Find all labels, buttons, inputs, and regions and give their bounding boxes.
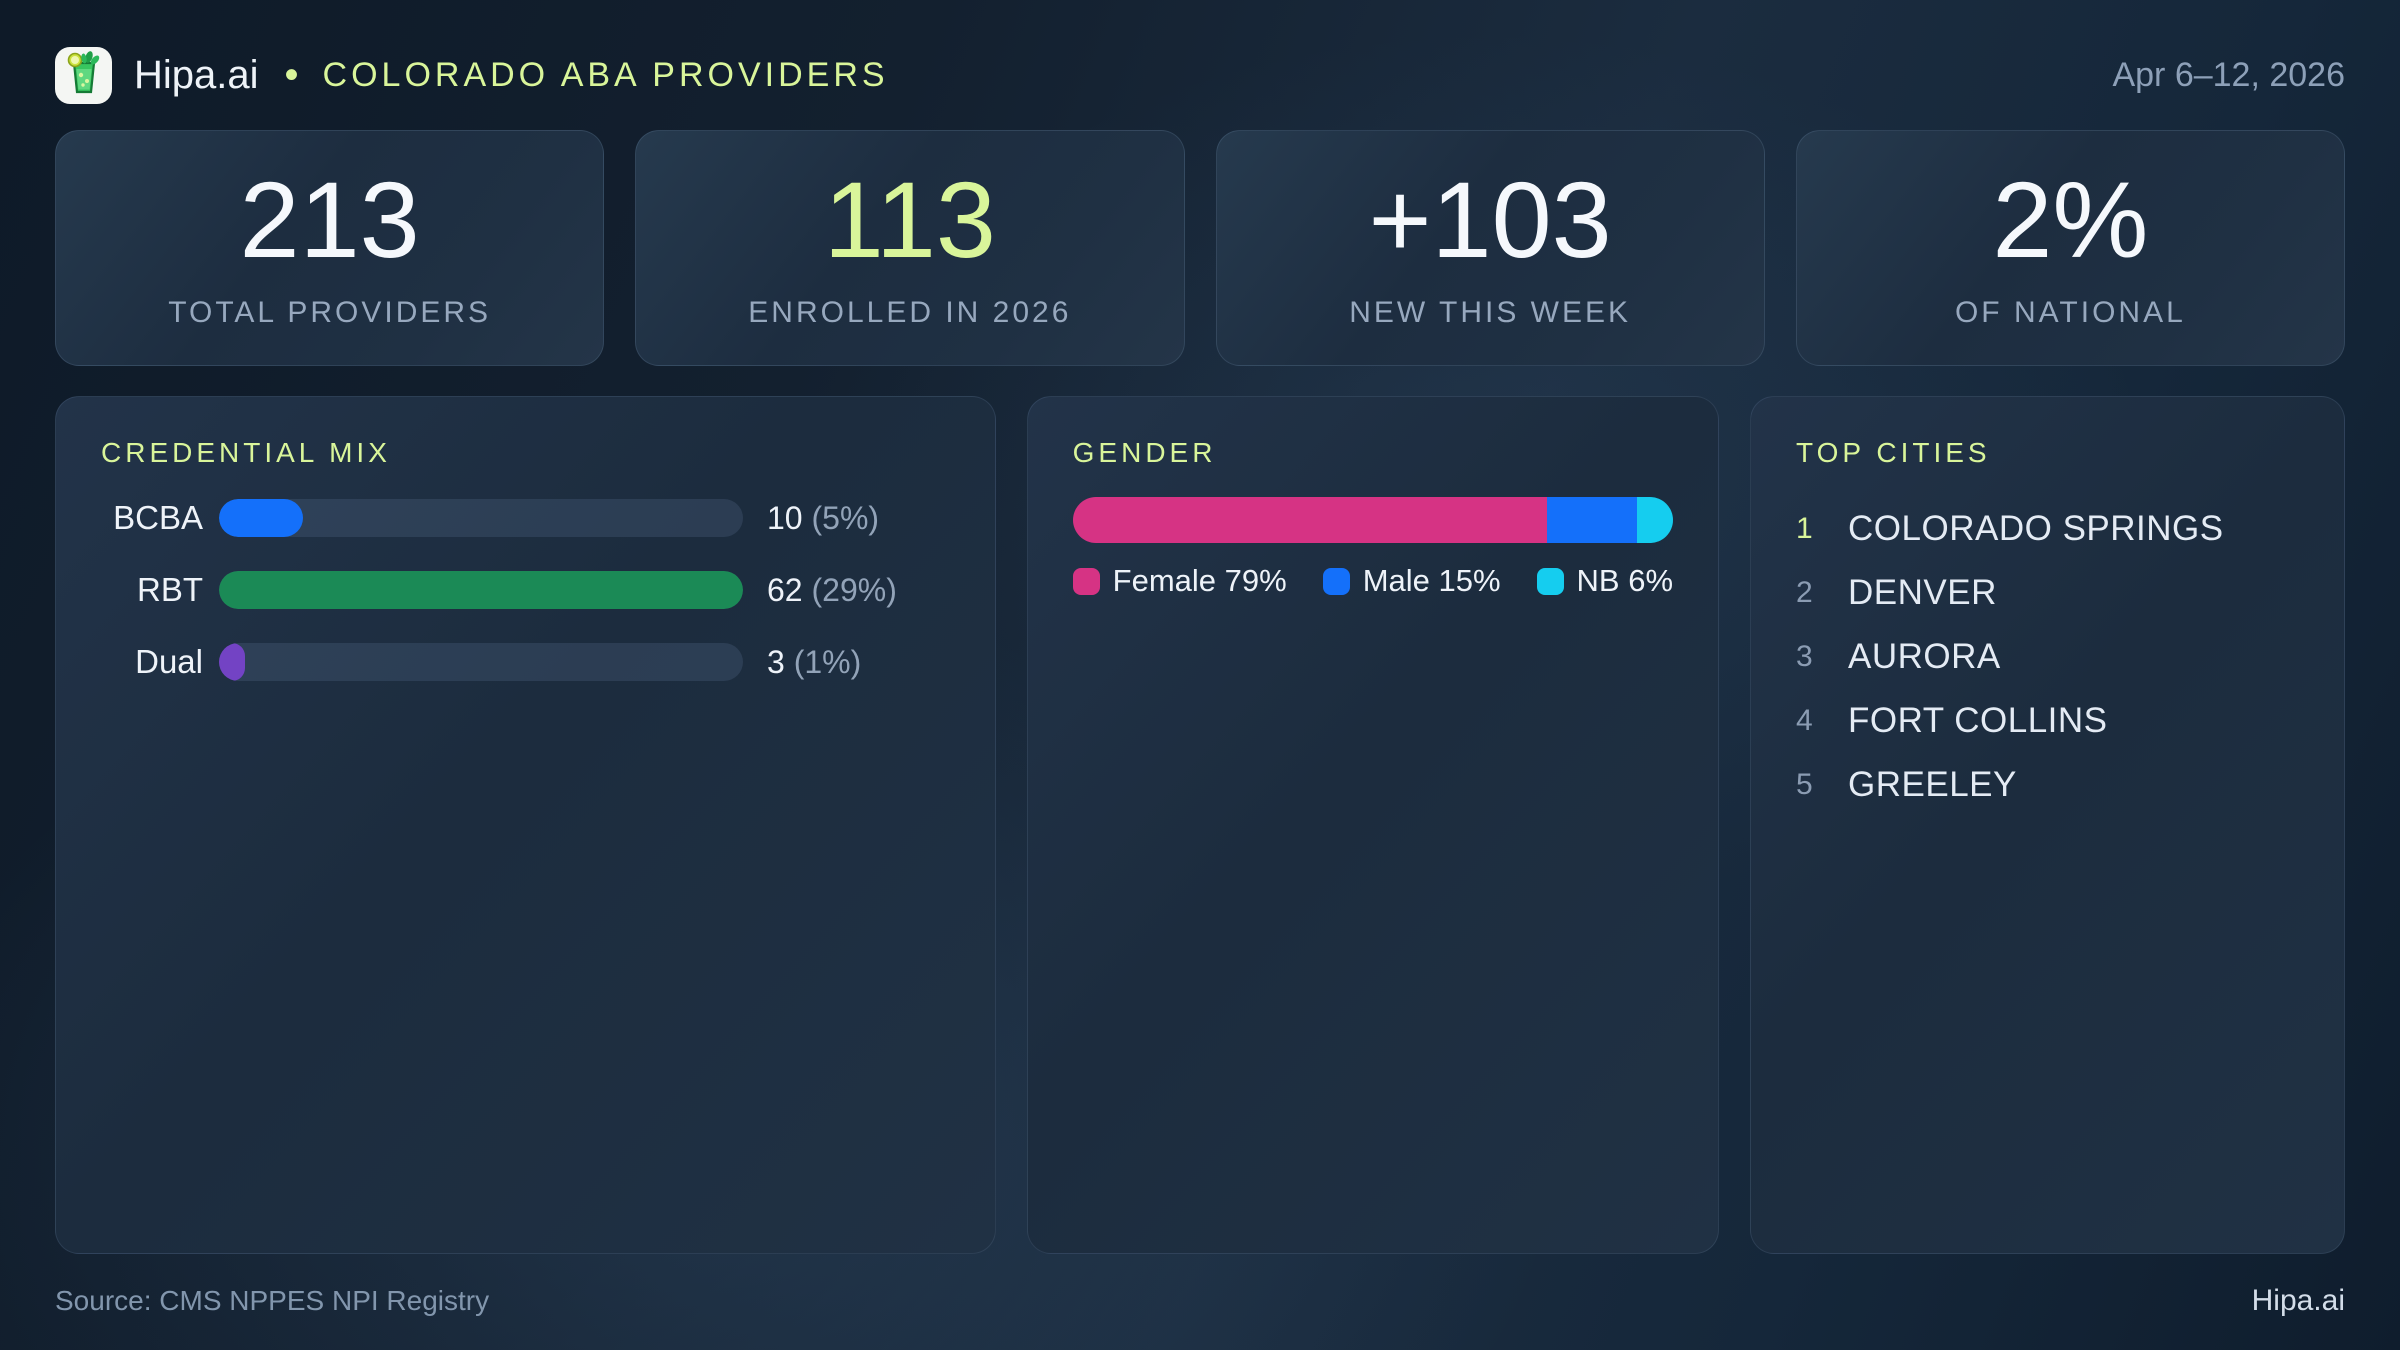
gender-segment-nb [1636,497,1673,543]
city-rank: 4 [1796,704,1813,737]
gender-legend: Female 79% Male 15% NB 6% [1072,563,1674,599]
list-item: 4 FORT COLLINS [1796,689,2299,753]
main-panels-row: CREDENTIAL MIX BCBA 10 (5%) RBT 62 (29%) [55,396,2345,1254]
stat-card-total-providers: 213 TOTAL PROVIDERS [55,130,605,366]
gender-segment-male [1546,497,1637,543]
credential-bar-chart: BCBA 10 (5%) RBT 62 (29%) Dual [101,499,950,681]
bar-label: BCBA [113,499,203,536]
bar-fill [219,499,303,537]
stat-value: +103 [1368,159,1612,280]
legend-item-female: Female 79% [1072,563,1287,599]
gender-panel: GENDER Female 79% Male 15% NB 6% [1026,396,1720,1254]
legend-label: Female 79% [1112,563,1287,598]
credential-mix-panel: CREDENTIAL MIX BCBA 10 (5%) RBT 62 (29%) [55,396,996,1254]
bar-label: RBT [137,571,203,608]
app-logo [55,46,112,104]
mojito-glass-icon [64,50,104,100]
panel-title: GENDER [1072,437,1217,468]
credential-row-bcba: BCBA 10 (5%) [101,499,950,537]
stat-value: 113 [823,159,996,280]
city-name: FORT COLLINS [1848,701,2108,740]
stat-label: ENROLLED IN 2026 [748,296,1072,329]
legend-swatch-icon [1536,567,1564,595]
stat-label: TOTAL PROVIDERS [168,296,492,329]
legend-label: NB 6% [1576,563,1674,598]
legend-label: Male 15% [1362,563,1501,598]
bar-track [219,643,743,681]
list-item: 5 GREELEY [1796,753,2299,817]
stat-cards-row: 213 TOTAL PROVIDERS 113 ENROLLED IN 2026… [55,130,2345,366]
bar-value: 3 (1%) [767,643,862,680]
data-source-note: Source: CMS NPPES NPI Registry [55,1285,490,1316]
credential-row-dual: Dual 3 (1%) [101,643,950,681]
bar-value: 62 (29%) [767,571,897,608]
gender-segment-female [1072,497,1547,543]
city-rank: 3 [1796,640,1813,673]
top-cities-panel: TOP CITIES 1 COLORADO SPRINGS 2 DENVER 3… [1750,396,2345,1254]
city-name: DENVER [1848,573,1997,612]
footer: Source: CMS NPPES NPI Registry Hipa.ai [55,1282,2345,1320]
stat-label: NEW THIS WEEK [1349,296,1632,329]
list-item: 3 AURORA [1796,625,2299,689]
panel-title: TOP CITIES [1796,437,1991,468]
brand-name: Hipa.ai [134,52,259,97]
city-name: GREELEY [1848,765,2017,804]
panel-title: CREDENTIAL MIX [101,437,391,468]
city-rank: 5 [1796,768,1813,801]
list-item: 1 COLORADO SPRINGS [1796,497,2299,561]
credential-row-rbt: RBT 62 (29%) [101,571,950,609]
header: Hipa.ai • COLORADO ABA PROVIDERS Apr 6–1… [55,46,2345,104]
bar-value: 10 (5%) [767,499,880,536]
gender-stacked-bar [1072,497,1673,543]
stat-value: 2% [1992,159,2149,280]
bar-track [219,571,743,609]
stat-card-of-national: 2% OF NATIONAL [1795,130,2345,366]
bar-fill [219,643,246,681]
bar-track [219,499,743,537]
top-cities-list: 1 COLORADO SPRINGS 2 DENVER 3 AURORA 4 F… [1796,497,2299,817]
date-range: Apr 6–12, 2026 [2112,55,2345,94]
stat-label: OF NATIONAL [1954,296,2186,329]
city-rank: 1 [1796,512,1813,545]
bar-label: Dual [135,643,203,680]
legend-item-nb: NB 6% [1536,563,1674,599]
page-title: COLORADO ABA PROVIDERS [322,55,889,94]
legend-swatch-icon [1322,567,1350,595]
list-item: 2 DENVER [1796,561,2299,625]
stat-value: 213 [239,159,420,280]
city-rank: 2 [1796,576,1813,609]
legend-item-male: Male 15% [1322,563,1501,599]
city-name: COLORADO SPRINGS [1848,509,2224,548]
footer-brand: Hipa.ai [2251,1284,2345,1317]
bullet-separator-icon: • [284,52,299,97]
legend-swatch-icon [1072,567,1100,595]
city-name: AURORA [1848,637,2001,676]
stat-card-enrolled: 113 ENROLLED IN 2026 [635,130,1185,366]
stat-card-new-this-week: +103 NEW THIS WEEK [1215,130,1765,366]
bar-fill [219,571,743,609]
